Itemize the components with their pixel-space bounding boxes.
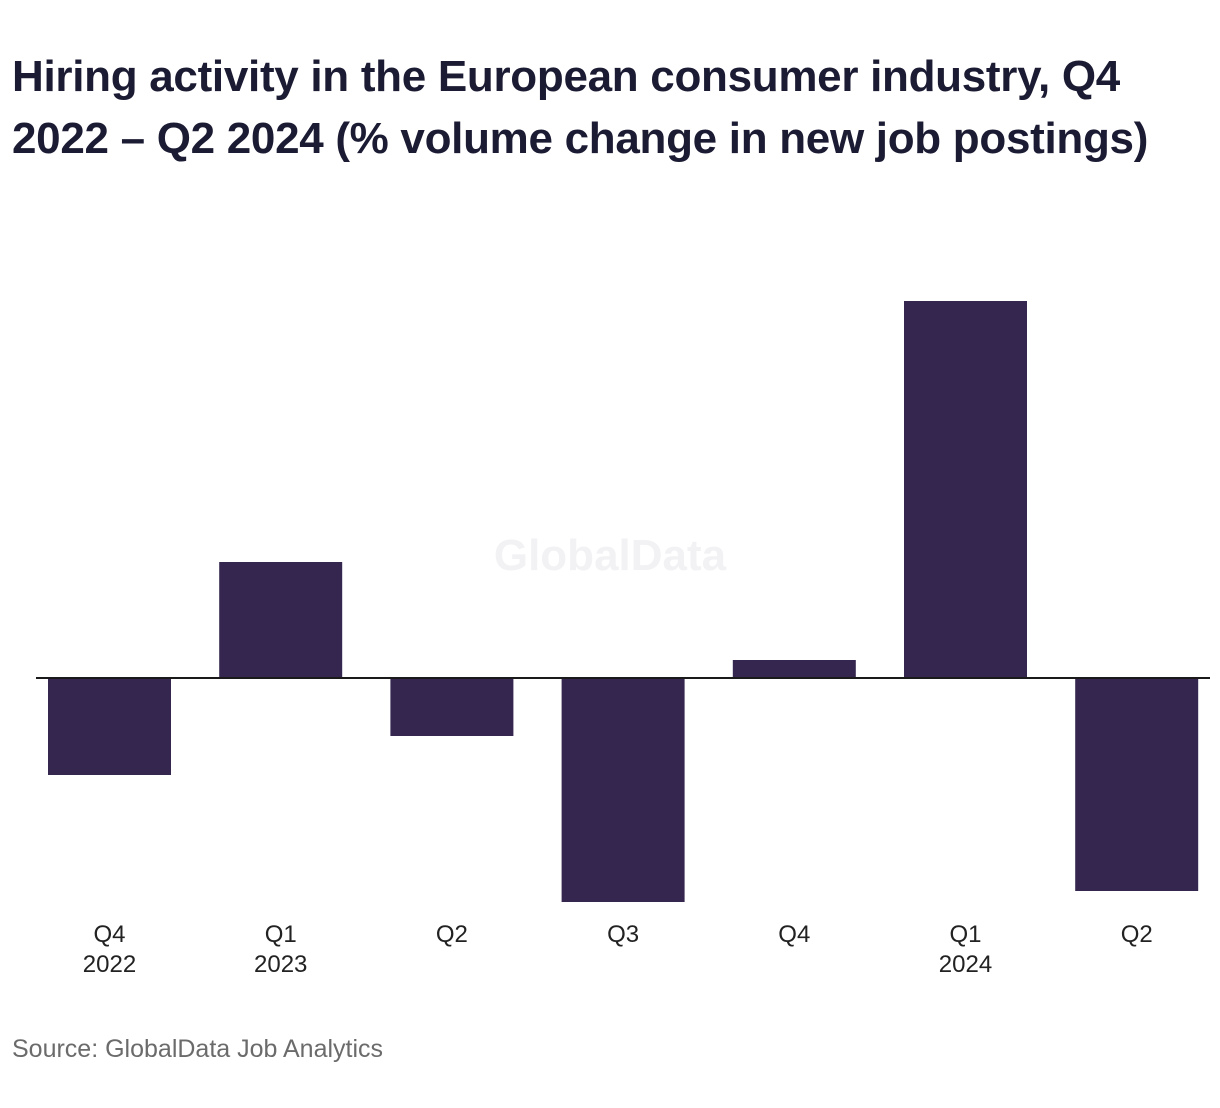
x-tick-quarter-4: Q4 [778,921,810,948]
x-tick-quarter-0: Q4 [93,921,125,948]
bar-5 [904,301,1027,678]
source-note: Source: GlobalData Job Analytics [12,1035,384,1063]
bar-4 [732,660,856,678]
bar-3 [561,678,685,902]
watermark: GlobalData [494,531,727,580]
chart-title: Hiring activity in the European consumer… [12,52,1149,163]
x-tick-quarter-3: Q3 [607,921,639,948]
x-tick-quarter-5: Q1 [949,921,981,948]
bar-1 [219,562,343,678]
x-tick-quarter-6: Q2 [1121,921,1153,948]
x-tick-year-1: 2023 [254,951,307,978]
x-tick-quarter-1: Q1 [265,921,297,948]
x-axis-labels: Q4 2022 Q1 2023 Q2 Q3 Q4 Q1 2024 Q2 [83,921,1153,978]
x-tick-year-0: 2022 [83,951,136,978]
bar-6 [1075,678,1199,891]
bar-0 [48,678,171,775]
bars-group [48,301,1199,902]
x-tick-quarter-2: Q2 [436,921,468,948]
bar-2 [390,678,514,736]
x-tick-year-5: 2024 [939,951,992,978]
